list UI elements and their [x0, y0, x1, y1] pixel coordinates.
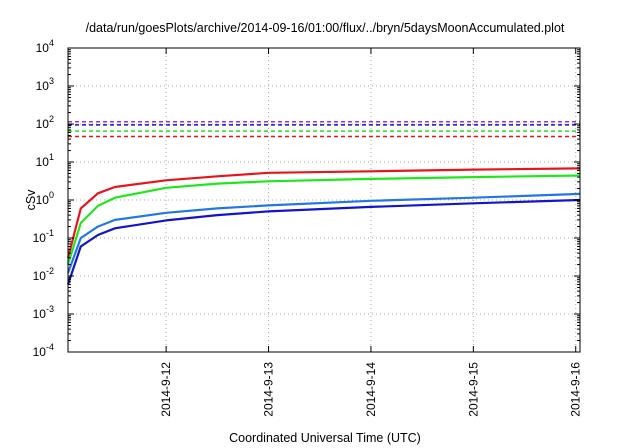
series-2-line — [66, 192, 581, 274]
y-tick-label: 100 — [36, 190, 54, 207]
series-layer — [66, 120, 581, 285]
y-tick-label: 104 — [36, 38, 54, 55]
y-tick-label: 10-1 — [33, 228, 54, 245]
y-axis-label: cSv — [24, 189, 38, 211]
y-tick-label: 10-2 — [33, 266, 54, 283]
series-1-line — [66, 174, 581, 265]
y-tick-label: 10-4 — [33, 342, 54, 359]
y-tick-label: 10-3 — [33, 304, 54, 321]
x-tick-label: 2014-9-16 — [569, 362, 583, 417]
x-tick-label: 2014-9-12 — [159, 362, 173, 417]
y-tick-label: 102 — [36, 114, 54, 131]
y-tick-label: 103 — [36, 76, 54, 93]
x-tick-labels: 2014-9-12 2014-9-13 2014-9-14 2014-9-15 2014… — [159, 362, 583, 417]
x-axis-label: Coordinated Universal Time (UTC) — [229, 431, 421, 445]
series-0-line — [66, 167, 581, 259]
x-tick-label: 2014-9-13 — [262, 362, 276, 417]
ticks — [68, 47, 580, 353]
chart-title: /data/run/goesPlots/archive/2014-09-16/0… — [86, 21, 565, 35]
x-tick-label: 2014-9-15 — [466, 362, 480, 417]
series-3-line — [66, 198, 581, 285]
grid — [68, 48, 580, 352]
x-tick-label: 2014-9-14 — [364, 362, 378, 417]
y-tick-label: 101 — [36, 152, 54, 169]
